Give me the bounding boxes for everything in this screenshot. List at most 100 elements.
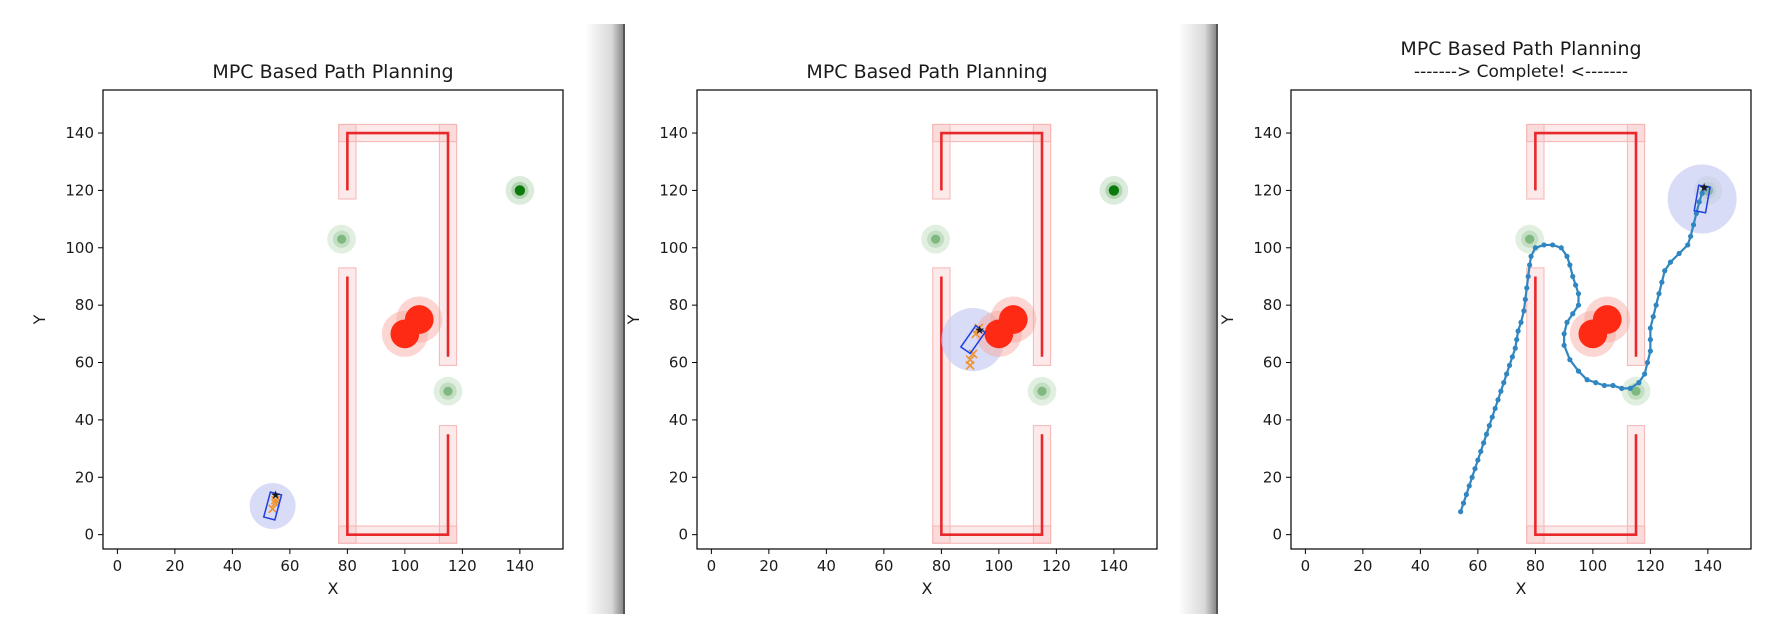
trajectory-point: [1627, 385, 1633, 391]
x-tick-label: 140: [1100, 557, 1129, 575]
trajectory-point: [1463, 491, 1469, 498]
chart-panel-3: ★ 0 20 40 60 80 100 120 140 0 20 40 60 80 100 120 140 X Y M…: [1218, 38, 1752, 598]
trajectory-point: [1662, 268, 1668, 274]
wall-1: [940, 131, 1044, 357]
waypoint-halo: [1621, 376, 1651, 406]
trajectory-point: [1489, 414, 1495, 420]
trajectory-point: [1575, 368, 1582, 374]
x-tick-label: 60: [874, 557, 893, 575]
trajectory-point: [1650, 314, 1656, 320]
trajectory-point: [1515, 328, 1521, 334]
trajectory-point: [1492, 405, 1498, 412]
y-tick-label: 40: [75, 411, 94, 429]
trajectory-point: [1521, 308, 1527, 314]
y-tick-label: 140: [659, 124, 688, 142]
trajectory-point: [1561, 331, 1567, 337]
trajectory-point: [1647, 325, 1653, 331]
trajectory-point: [1564, 253, 1570, 259]
trajectory-point: [1501, 380, 1507, 386]
x-axis-label: X: [328, 579, 339, 598]
y-tick-label: 20: [75, 468, 94, 486]
y-tick-label: 60: [75, 354, 94, 372]
trajectory-point: [1466, 483, 1472, 489]
waypoint-halo: [921, 224, 950, 254]
plot-area: ★: [249, 123, 535, 544]
y-tick-label: 60: [1263, 354, 1282, 372]
trajectory-point: [1636, 380, 1642, 386]
goal-point: [1108, 185, 1120, 196]
trajectory-point: [1512, 345, 1518, 351]
trajectory-point: [1486, 423, 1492, 429]
y-tick-label: 80: [75, 296, 94, 314]
x-tick-label: 100: [985, 557, 1014, 575]
waypoint-1: [1525, 234, 1535, 244]
wall-1: [1534, 131, 1638, 357]
x-tick-label: 40: [817, 557, 836, 575]
trajectory-point: [1575, 291, 1582, 297]
wall-2: [346, 276, 450, 536]
plot-area: ★: [1458, 123, 1737, 544]
x-tick-label: 40: [223, 557, 242, 575]
chart-panel-1: ★ 0 20 40 60 80 100 120 140 0 20 40 60 80 100 120 140 X Y M…: [30, 61, 564, 598]
x-tick-label: 140: [506, 557, 535, 575]
waypoint-halo: [433, 376, 463, 406]
trajectory-point: [1667, 259, 1674, 265]
y-tick-label: 0: [84, 526, 94, 544]
y-tick-label: 80: [1263, 296, 1282, 314]
y-tick-label: 120: [1253, 181, 1282, 199]
x-tick-label: 0: [707, 557, 717, 575]
x-axis-label: X: [922, 579, 933, 598]
trajectory-point: [1644, 359, 1651, 366]
x-tick-label: 20: [759, 557, 778, 575]
predicted-point: [968, 349, 978, 359]
vehicle-body: [262, 491, 283, 521]
trajectory-point: [1601, 382, 1607, 389]
y-tick-label: 40: [1263, 411, 1282, 429]
trajectory-point: [1567, 262, 1573, 268]
waypoint-1: [931, 234, 941, 244]
y-tick-label: 80: [669, 296, 688, 314]
trajectory-point: [1610, 382, 1616, 389]
y-tick-label: 20: [669, 468, 688, 486]
trajectory-point: [1498, 388, 1504, 394]
obstacle-2: [404, 305, 434, 334]
y-tick-label: 140: [1253, 124, 1282, 142]
panel-separators: [585, 24, 1218, 614]
trajectory-point: [1458, 509, 1464, 515]
trajectory-point: [1558, 245, 1564, 251]
trajectory-point: [1696, 199, 1702, 205]
chart-title: MPC Based Path Planning: [212, 61, 453, 83]
x-tick-label: 0: [113, 557, 123, 575]
waypoint-ring: [1033, 382, 1051, 400]
trajectory-point: [1469, 474, 1475, 480]
waypoint-ring: [333, 230, 351, 248]
trajectory-point: [1699, 190, 1705, 196]
y-tick-label: 120: [65, 181, 94, 199]
axes-frame: [102, 89, 564, 550]
waypoint-ring: [1521, 230, 1539, 248]
y-tick-label: 140: [65, 124, 94, 142]
trajectory-point: [1676, 250, 1682, 257]
predicted-point: [965, 355, 975, 365]
trajectory-point: [1656, 291, 1662, 297]
chart-subtitle: -------> Complete! <-------: [1414, 62, 1628, 82]
vehicle-body: [959, 324, 987, 355]
trajectory-point: [1573, 282, 1579, 288]
x-tick-label: 120: [1636, 557, 1665, 575]
separator-line-2: [1216, 24, 1218, 614]
x-tick-label: 20: [165, 557, 184, 575]
trajectory-point: [1514, 336, 1520, 343]
trajectory-point: [1659, 279, 1665, 285]
y-tick-label: 20: [1263, 468, 1282, 486]
vehicle: [262, 491, 283, 521]
trajectory-point: [1690, 222, 1697, 228]
obstacle-2: [998, 305, 1028, 334]
trajectory-point: [1504, 371, 1510, 377]
wall-2: [940, 276, 1044, 536]
x-tick-label: 120: [448, 557, 477, 575]
trajectory-point: [1532, 245, 1538, 251]
waypoint-2: [443, 386, 453, 396]
waypoint-ring: [439, 382, 457, 400]
waypoint-ring: [927, 230, 945, 248]
